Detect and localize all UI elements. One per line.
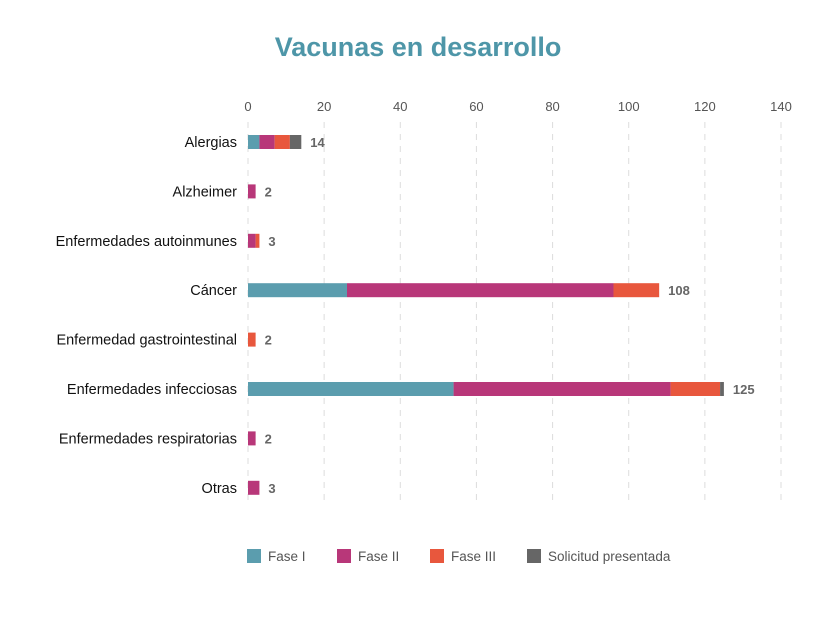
legend-swatch — [337, 549, 351, 563]
total-label: 14 — [310, 135, 325, 150]
category-label: Cáncer — [190, 283, 237, 299]
x-tick-label: 100 — [618, 99, 640, 114]
x-tick-label: 40 — [393, 99, 407, 114]
total-label: 3 — [268, 234, 275, 249]
bar-segment — [255, 233, 260, 248]
bar-segment — [248, 135, 260, 149]
bar-segment — [248, 283, 347, 298]
bar-segment — [346, 283, 614, 298]
x-tick-label: 120 — [694, 99, 716, 114]
legend-label: Fase I — [268, 549, 306, 564]
bar-segment — [670, 382, 721, 396]
total-label: 3 — [268, 481, 275, 496]
x-tick-label: 0 — [244, 99, 251, 114]
category-label: Enfermedades autoinmunes — [56, 234, 237, 250]
legend-label: Fase III — [451, 549, 496, 564]
bar-segment — [248, 233, 256, 248]
gridlines — [247, 122, 782, 500]
bar-segment — [613, 283, 660, 298]
category-label: Otras — [202, 481, 237, 497]
legend-swatch — [247, 549, 261, 563]
total-label: 2 — [265, 333, 272, 348]
bars — [248, 135, 724, 495]
chart-title: Vacunas en desarrollo — [275, 32, 562, 62]
bar-segment — [248, 332, 256, 347]
bar-segment — [259, 135, 275, 149]
x-tick-label: 140 — [770, 99, 792, 114]
bar-segment — [720, 382, 724, 396]
legend-swatch — [430, 549, 444, 563]
category-label: Enfermedades infecciosas — [67, 382, 237, 398]
category-label: Enfermedad gastrointestinal — [56, 333, 237, 349]
bar-segment — [289, 135, 302, 149]
x-tick-label: 20 — [317, 99, 331, 114]
x-tick-label: 60 — [469, 99, 483, 114]
total-label: 108 — [668, 283, 690, 298]
total-label: 125 — [733, 382, 755, 397]
category-labels: Alergias Alzheimer Enfermedades autoinmune… — [56, 135, 238, 497]
bar-segment — [274, 135, 290, 149]
category-label: Alergias — [185, 135, 237, 151]
legend-swatch — [527, 549, 541, 563]
total-labels: 14 2 3 108 2 125 2 3 — [265, 135, 755, 496]
bar-segment — [453, 382, 671, 396]
bar-segment — [248, 480, 260, 495]
category-label: Enfermedades respiratorias — [59, 431, 237, 447]
total-label: 2 — [265, 184, 272, 199]
x-tick-label: 80 — [545, 99, 559, 114]
legend-label: Fase II — [358, 549, 399, 564]
legend: Fase I Fase II Fase III Solicitud presentad… — [247, 549, 671, 564]
category-label: Alzheimer — [173, 184, 238, 200]
bar-segment — [248, 184, 256, 199]
x-axis-ticks: 0 20 40 60 80 100 120 140 — [244, 99, 791, 114]
total-label: 2 — [265, 431, 272, 446]
bar-segment — [248, 431, 256, 446]
bar-segment — [248, 382, 454, 396]
legend-label: Solicitud presentada — [548, 549, 671, 564]
